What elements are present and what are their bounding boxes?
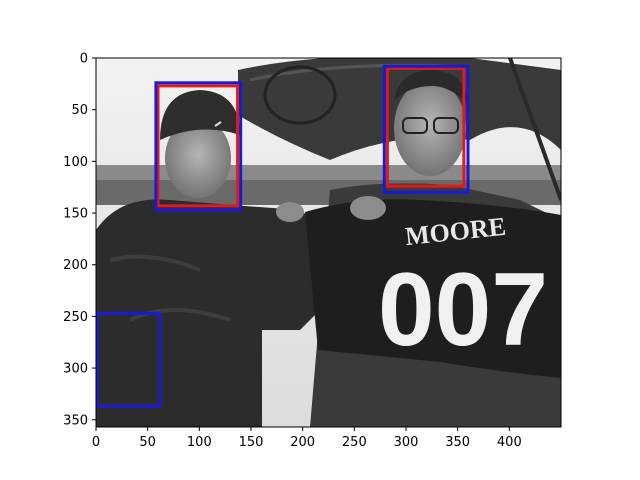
face-box-red-left xyxy=(156,84,240,208)
face-box-red-right xyxy=(385,66,466,188)
left-face xyxy=(165,118,231,198)
grayscale-photo: MOORE 007 xyxy=(96,58,561,427)
x-tick-label: 150 xyxy=(239,435,264,450)
jersey-number: 007 xyxy=(378,252,548,368)
x-tick-label: 100 xyxy=(187,435,212,450)
x-tick-label: 0 xyxy=(92,435,100,450)
face-box-blue-right xyxy=(382,64,470,194)
x-tick-label: 400 xyxy=(497,435,522,450)
x-tick-label: 350 xyxy=(445,435,470,450)
jersey xyxy=(305,199,561,378)
x-tick-label: 250 xyxy=(342,435,367,450)
y-tick-label: 200 xyxy=(63,258,88,273)
face-box-blue-left xyxy=(154,81,243,212)
x-tick-label: 300 xyxy=(394,435,419,450)
y-tick-label: 150 xyxy=(63,207,88,222)
right-face xyxy=(394,80,466,176)
y-tick-label: 0 xyxy=(80,52,88,67)
x-tick-label: 200 xyxy=(290,435,315,450)
x-tick-label: 50 xyxy=(139,435,156,450)
y-tick-label: 250 xyxy=(63,310,88,325)
y-tick-label: 50 xyxy=(71,103,88,118)
axes-frame xyxy=(95,57,562,428)
y-tick-label: 300 xyxy=(63,362,88,377)
x-axis-ticks: 0 50 100 150 200 250 300 350 400 xyxy=(92,427,522,450)
y-axis-ticks: 0 50 100 150 200 250 300 350 xyxy=(63,52,96,428)
detection-boxes xyxy=(95,64,470,408)
y-tick-label: 100 xyxy=(63,155,88,170)
false-detection-box xyxy=(95,311,162,408)
y-tick-label: 350 xyxy=(63,413,88,428)
cap xyxy=(160,90,240,140)
